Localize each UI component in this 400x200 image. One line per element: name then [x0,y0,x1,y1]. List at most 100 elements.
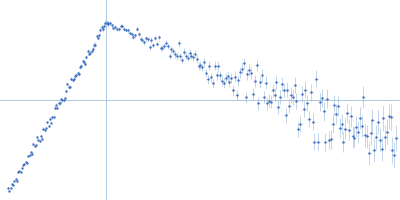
Point [286,104,292,108]
Point [366,152,372,155]
Point [330,122,336,125]
Point [299,93,305,96]
Point [18,170,24,173]
Point [391,153,397,156]
Point [80,59,86,62]
Point [59,99,66,102]
Point [107,21,113,25]
Point [42,128,48,131]
Point [22,161,29,164]
Point [297,122,303,125]
Point [150,44,156,47]
Point [166,54,173,58]
Point [188,54,194,57]
Point [24,161,30,164]
Point [145,37,151,41]
Point [163,41,169,45]
Point [132,34,138,37]
Point [105,21,111,24]
Point [230,89,236,92]
Point [14,179,20,183]
Point [62,97,68,100]
Point [121,27,128,31]
Point [351,136,358,139]
Point [78,64,85,68]
Point [259,74,265,77]
Point [148,39,155,42]
Point [5,186,11,190]
Point [43,127,49,130]
Point [353,125,359,128]
Point [300,108,307,111]
Point [154,42,160,45]
Point [100,28,106,31]
Point [123,28,129,32]
Point [84,49,91,52]
Point [221,82,227,85]
Point [81,61,87,64]
Point [164,44,171,48]
Point [342,127,348,130]
Point [183,54,189,57]
Point [226,80,232,84]
Point [250,93,256,96]
Point [143,37,149,40]
Point [262,81,269,84]
Point [87,51,94,54]
Point [235,79,242,82]
Point [206,64,213,67]
Point [118,24,124,28]
Point [333,112,340,116]
Point [362,134,368,137]
Point [67,85,73,88]
Point [375,120,381,123]
Point [317,101,323,104]
Point [201,61,207,64]
Point [344,111,350,115]
Point [179,58,186,62]
Point [20,163,26,166]
Point [208,76,214,79]
Point [387,115,394,119]
Point [176,42,182,45]
Point [306,117,312,121]
Point [288,93,294,97]
Point [181,50,187,53]
Point [252,79,258,82]
Point [228,76,234,80]
Point [12,177,19,181]
Point [83,56,90,59]
Point [268,100,274,103]
Point [172,53,178,56]
Point [184,56,191,59]
Point [21,163,28,166]
Point [277,96,283,99]
Point [195,64,202,68]
Point [97,28,104,31]
Point [203,71,209,74]
Point [95,36,101,40]
Point [337,127,343,130]
Point [232,75,238,78]
Point [293,99,300,102]
Point [384,130,390,133]
Point [49,116,56,119]
Point [368,131,374,135]
Point [48,121,54,125]
Point [272,93,278,96]
Point [94,34,100,38]
Point [108,23,115,26]
Point [360,95,366,98]
Point [239,67,245,71]
Point [310,120,316,123]
Point [313,77,320,80]
Point [152,36,158,39]
Point [16,169,22,173]
Point [192,52,198,55]
Point [76,72,82,75]
Point [234,93,240,96]
Point [126,31,133,35]
Point [270,89,276,92]
Point [266,99,272,102]
Point [264,101,270,105]
